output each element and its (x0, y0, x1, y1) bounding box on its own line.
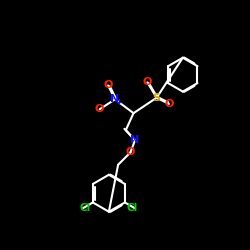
Text: O: O (104, 80, 113, 90)
Text: N: N (110, 94, 120, 104)
Text: O: O (164, 99, 173, 109)
Text: S: S (152, 93, 160, 103)
Text: O: O (143, 77, 152, 87)
Text: O: O (126, 148, 135, 158)
Text: O: O (94, 104, 104, 114)
Text: Cl: Cl (80, 203, 91, 213)
Text: Cl: Cl (127, 203, 138, 213)
Text: N: N (130, 135, 140, 145)
Text: +: + (116, 98, 122, 107)
